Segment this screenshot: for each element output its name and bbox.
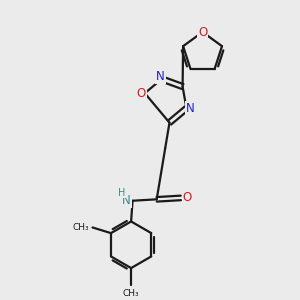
- Text: N: N: [122, 194, 131, 207]
- Text: O: O: [198, 26, 207, 38]
- Text: CH₃: CH₃: [123, 289, 140, 298]
- Text: N: N: [186, 102, 194, 115]
- Text: CH₃: CH₃: [72, 223, 89, 232]
- Text: H: H: [118, 188, 125, 198]
- Text: O: O: [136, 87, 146, 100]
- Text: N: N: [156, 70, 165, 83]
- Text: O: O: [182, 191, 192, 204]
